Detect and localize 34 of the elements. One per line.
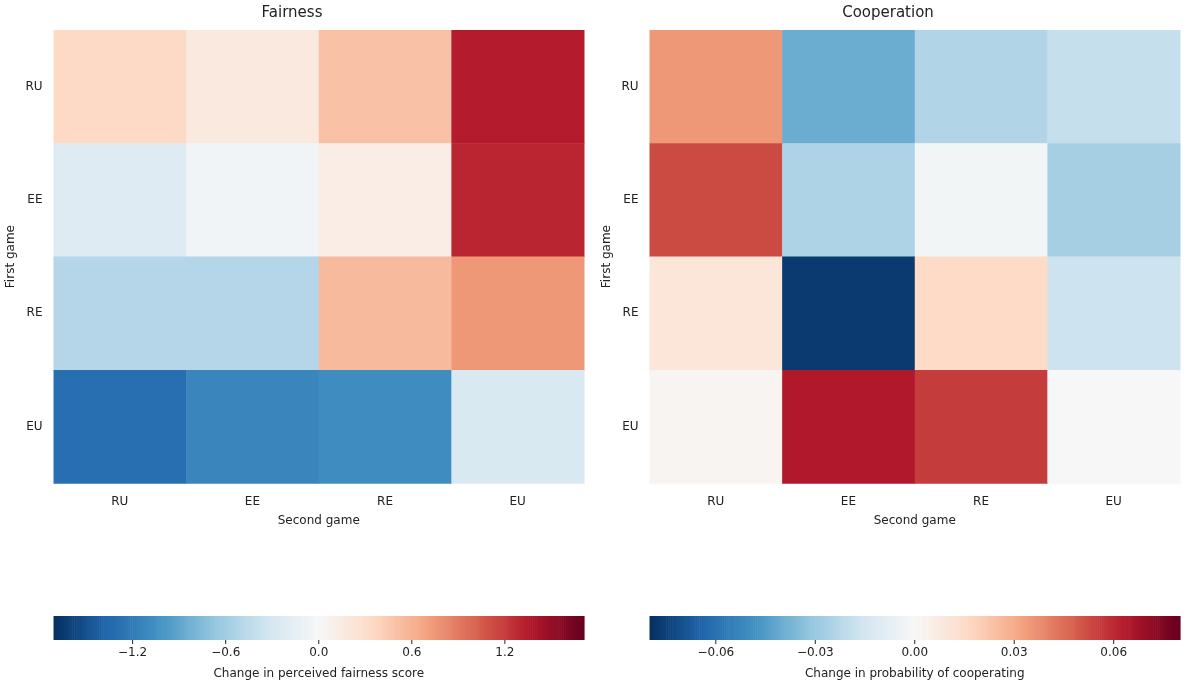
y-tick-label: RU bbox=[621, 78, 639, 93]
x-tick-label: EE bbox=[244, 493, 261, 508]
color-bar-label: 0.0 bbox=[309, 645, 329, 660]
color-bar-title: Change in perceived fairness score bbox=[213, 666, 425, 681]
y-axis-title: First game bbox=[599, 225, 614, 289]
chart-title: Fairness bbox=[261, 2, 323, 21]
y-tick-label: RE bbox=[26, 305, 43, 320]
color-bar-label: 0.6 bbox=[402, 645, 422, 660]
color-bar-label: 0.03 bbox=[1000, 645, 1028, 660]
y-tick-label: RE bbox=[622, 305, 639, 320]
x-tick-label: RU bbox=[707, 493, 725, 508]
y-tick-label: EU bbox=[622, 418, 639, 433]
x-tick-label: EU bbox=[1105, 493, 1122, 508]
x-tick-label: EU bbox=[509, 493, 526, 508]
color-bar-title: Change in probability of cooperating bbox=[804, 666, 1025, 681]
color-bar-label: −0.6 bbox=[211, 645, 241, 660]
x-tick-label: RU bbox=[111, 493, 129, 508]
x-axis-title: Second game bbox=[873, 512, 956, 527]
y-tick-label: EE bbox=[623, 192, 639, 207]
x-axis-title: Second game bbox=[277, 512, 360, 527]
x-tick-label: RE bbox=[973, 493, 990, 508]
color-bar-label: 0.00 bbox=[901, 645, 929, 660]
color-bar-label: −1.2 bbox=[118, 645, 148, 660]
y-tick-label: EE bbox=[27, 192, 43, 207]
color-bar-label: 0.06 bbox=[1100, 645, 1128, 660]
y-tick-label: EU bbox=[26, 418, 43, 433]
y-tick-label: RU bbox=[25, 78, 43, 93]
color-bar-label: −0.03 bbox=[796, 645, 834, 660]
chart-title: Cooperation bbox=[842, 2, 934, 21]
y-axis-title: First game bbox=[3, 225, 18, 289]
color-bar-label: −0.06 bbox=[697, 645, 735, 660]
x-tick-label: RE bbox=[377, 493, 394, 508]
color-bar-label: 1.2 bbox=[495, 645, 515, 660]
x-tick-label: EE bbox=[840, 493, 857, 508]
